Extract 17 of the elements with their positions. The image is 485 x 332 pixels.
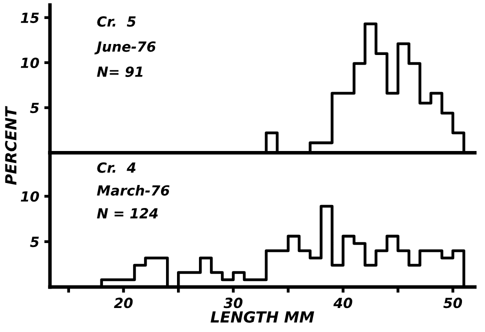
- annotation: N = 124: [96, 208, 158, 218]
- annotation: Cr. 4: [97, 162, 136, 173]
- y-tick-label: 5: [30, 102, 39, 114]
- x-tick-label: 30: [224, 298, 242, 308]
- annotation: March-76: [96, 184, 170, 196]
- x-tick-label: 50: [443, 298, 462, 308]
- annotation: June-76: [94, 41, 156, 54]
- x-tick-label: 40: [333, 298, 352, 308]
- y-tick-label: 10: [20, 58, 40, 68]
- annotation: Cr. 5: [97, 16, 136, 27]
- y-tick-label: 5: [30, 236, 39, 248]
- y-axis-title: PERCENT: [5, 106, 17, 185]
- x-tick-label: 20: [114, 298, 133, 308]
- y-tick-label: 10: [20, 191, 40, 202]
- y-tick-label: 15: [20, 12, 39, 24]
- annotation: N= 91: [96, 66, 142, 77]
- x-axis-title: LENGTH MM: [210, 311, 314, 323]
